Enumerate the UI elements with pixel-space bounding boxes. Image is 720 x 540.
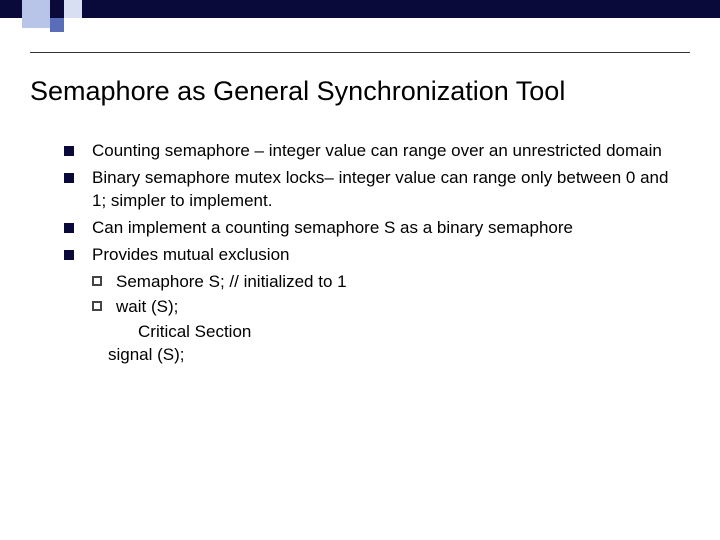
slide-decoration (0, 0, 720, 48)
list-item: Counting semaphore – integer value can r… (64, 140, 684, 163)
decoration-square (64, 0, 82, 18)
bullet-text: Provides mutual exclusion (92, 244, 289, 267)
slide-content: Counting semaphore – integer value can r… (64, 140, 684, 366)
sub-bullet-icon (92, 301, 102, 311)
bullet-text: Binary semaphore mutex locks– integer va… (92, 167, 684, 213)
bullet-icon (64, 173, 74, 183)
list-item: Can implement a counting semaphore S as … (64, 217, 684, 240)
bullet-icon (64, 223, 74, 233)
list-item: wait (S); (92, 296, 684, 319)
list-item: Binary semaphore mutex locks– integer va… (64, 167, 684, 213)
decoration-square (22, 0, 50, 28)
list-item: Provides mutual exclusion (64, 244, 684, 267)
bullet-text: Can implement a counting semaphore S as … (92, 217, 573, 240)
sub-bullet-icon (92, 276, 102, 286)
code-text: Critical Section (138, 321, 684, 344)
list-item: Semaphore S; // initialized to 1 (92, 271, 684, 294)
decoration-square (50, 18, 64, 32)
bullet-text: Counting semaphore – integer value can r… (92, 140, 662, 163)
sub-bullet-text: wait (S); (116, 296, 178, 319)
sub-bullet-text: Semaphore S; // initialized to 1 (116, 271, 347, 294)
decoration-bar (0, 0, 720, 18)
bullet-icon (64, 146, 74, 156)
code-text: signal (S); (108, 344, 684, 367)
slide-title: Semaphore as General Synchronization Too… (30, 76, 565, 107)
decoration-line (30, 52, 690, 53)
bullet-icon (64, 250, 74, 260)
